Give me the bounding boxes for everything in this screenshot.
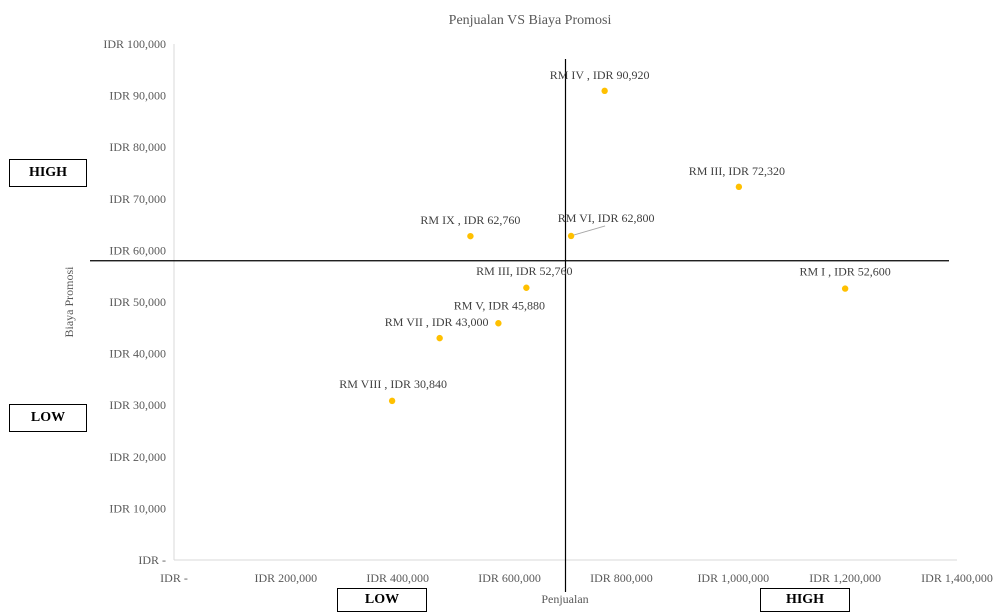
data-point xyxy=(467,232,474,240)
x-tick-label: IDR 400,000 xyxy=(366,571,429,585)
x-high-box: HIGH xyxy=(760,588,850,612)
x-axis-label: Penjualan xyxy=(541,592,588,606)
y-tick-label: IDR 30,000 xyxy=(109,398,166,412)
data-label: RM V, IDR 45,880 xyxy=(454,298,545,312)
y-tick-label: IDR 20,000 xyxy=(109,450,166,464)
data-label: RM III, IDR 72,320 xyxy=(689,164,785,178)
x-tick-label: IDR 600,000 xyxy=(478,571,541,585)
y-tick-label: IDR 50,000 xyxy=(109,295,166,309)
data-point xyxy=(735,183,743,191)
data-label: RM IV , IDR 90,920 xyxy=(550,68,650,82)
data-label: RM VII , IDR 43,000 xyxy=(385,315,489,329)
x-tick-label: IDR 1,400,000 xyxy=(921,571,993,585)
data-point xyxy=(523,284,530,291)
data-label: RM III, IDR 52,760 xyxy=(476,264,572,278)
x-tick-label: IDR 1,000,000 xyxy=(697,571,769,585)
data-point xyxy=(841,285,849,292)
chart-title: Penjualan VS Biaya Promosi xyxy=(449,13,612,28)
x-tick-label: IDR - xyxy=(160,571,188,585)
y-low-box: LOW xyxy=(9,404,87,432)
data-label: RM VIII , IDR 30,840 xyxy=(339,377,447,391)
data-point xyxy=(601,87,608,95)
y-tick-label: IDR 10,000 xyxy=(109,501,166,515)
x-tick-label: IDR 1,200,000 xyxy=(809,571,881,585)
y-tick-label: IDR 40,000 xyxy=(109,347,166,361)
y-tick-label: IDR - xyxy=(138,553,166,567)
y-tick-label: IDR 80,000 xyxy=(109,140,166,154)
data-label: RM VI, IDR 62,800 xyxy=(558,211,655,225)
x-tick-label: IDR 200,000 xyxy=(255,571,318,585)
data-points: RM IV , IDR 90,920 RM III, IDR 72,320 RM I… xyxy=(339,68,891,405)
data-point xyxy=(436,334,443,342)
y-tick-label: IDR 100,000 xyxy=(103,37,166,51)
x-tick-label: IDR 800,000 xyxy=(590,571,653,585)
data-label-leader-line xyxy=(573,225,606,236)
y-tick-label: IDR 70,000 xyxy=(109,192,166,206)
data-label: RM I , IDR 52,600 xyxy=(799,265,890,279)
data-point xyxy=(388,397,396,405)
axes-group: IDR - IDR 10,000 IDR 20,000 IDR 30,000 IDR 4… xyxy=(103,37,993,585)
y-tick-label: IDR 90,000 xyxy=(109,89,166,103)
y-tick-label: IDR 60,000 xyxy=(109,243,166,257)
data-label: RM IX , IDR 62,760 xyxy=(420,213,520,227)
quadrant-lines xyxy=(90,59,949,592)
x-low-box: LOW xyxy=(337,588,427,612)
y-high-box: HIGH xyxy=(9,159,87,187)
data-point xyxy=(567,232,575,240)
y-axis-label: Biaya Promosi xyxy=(62,266,76,338)
data-point xyxy=(495,320,502,327)
